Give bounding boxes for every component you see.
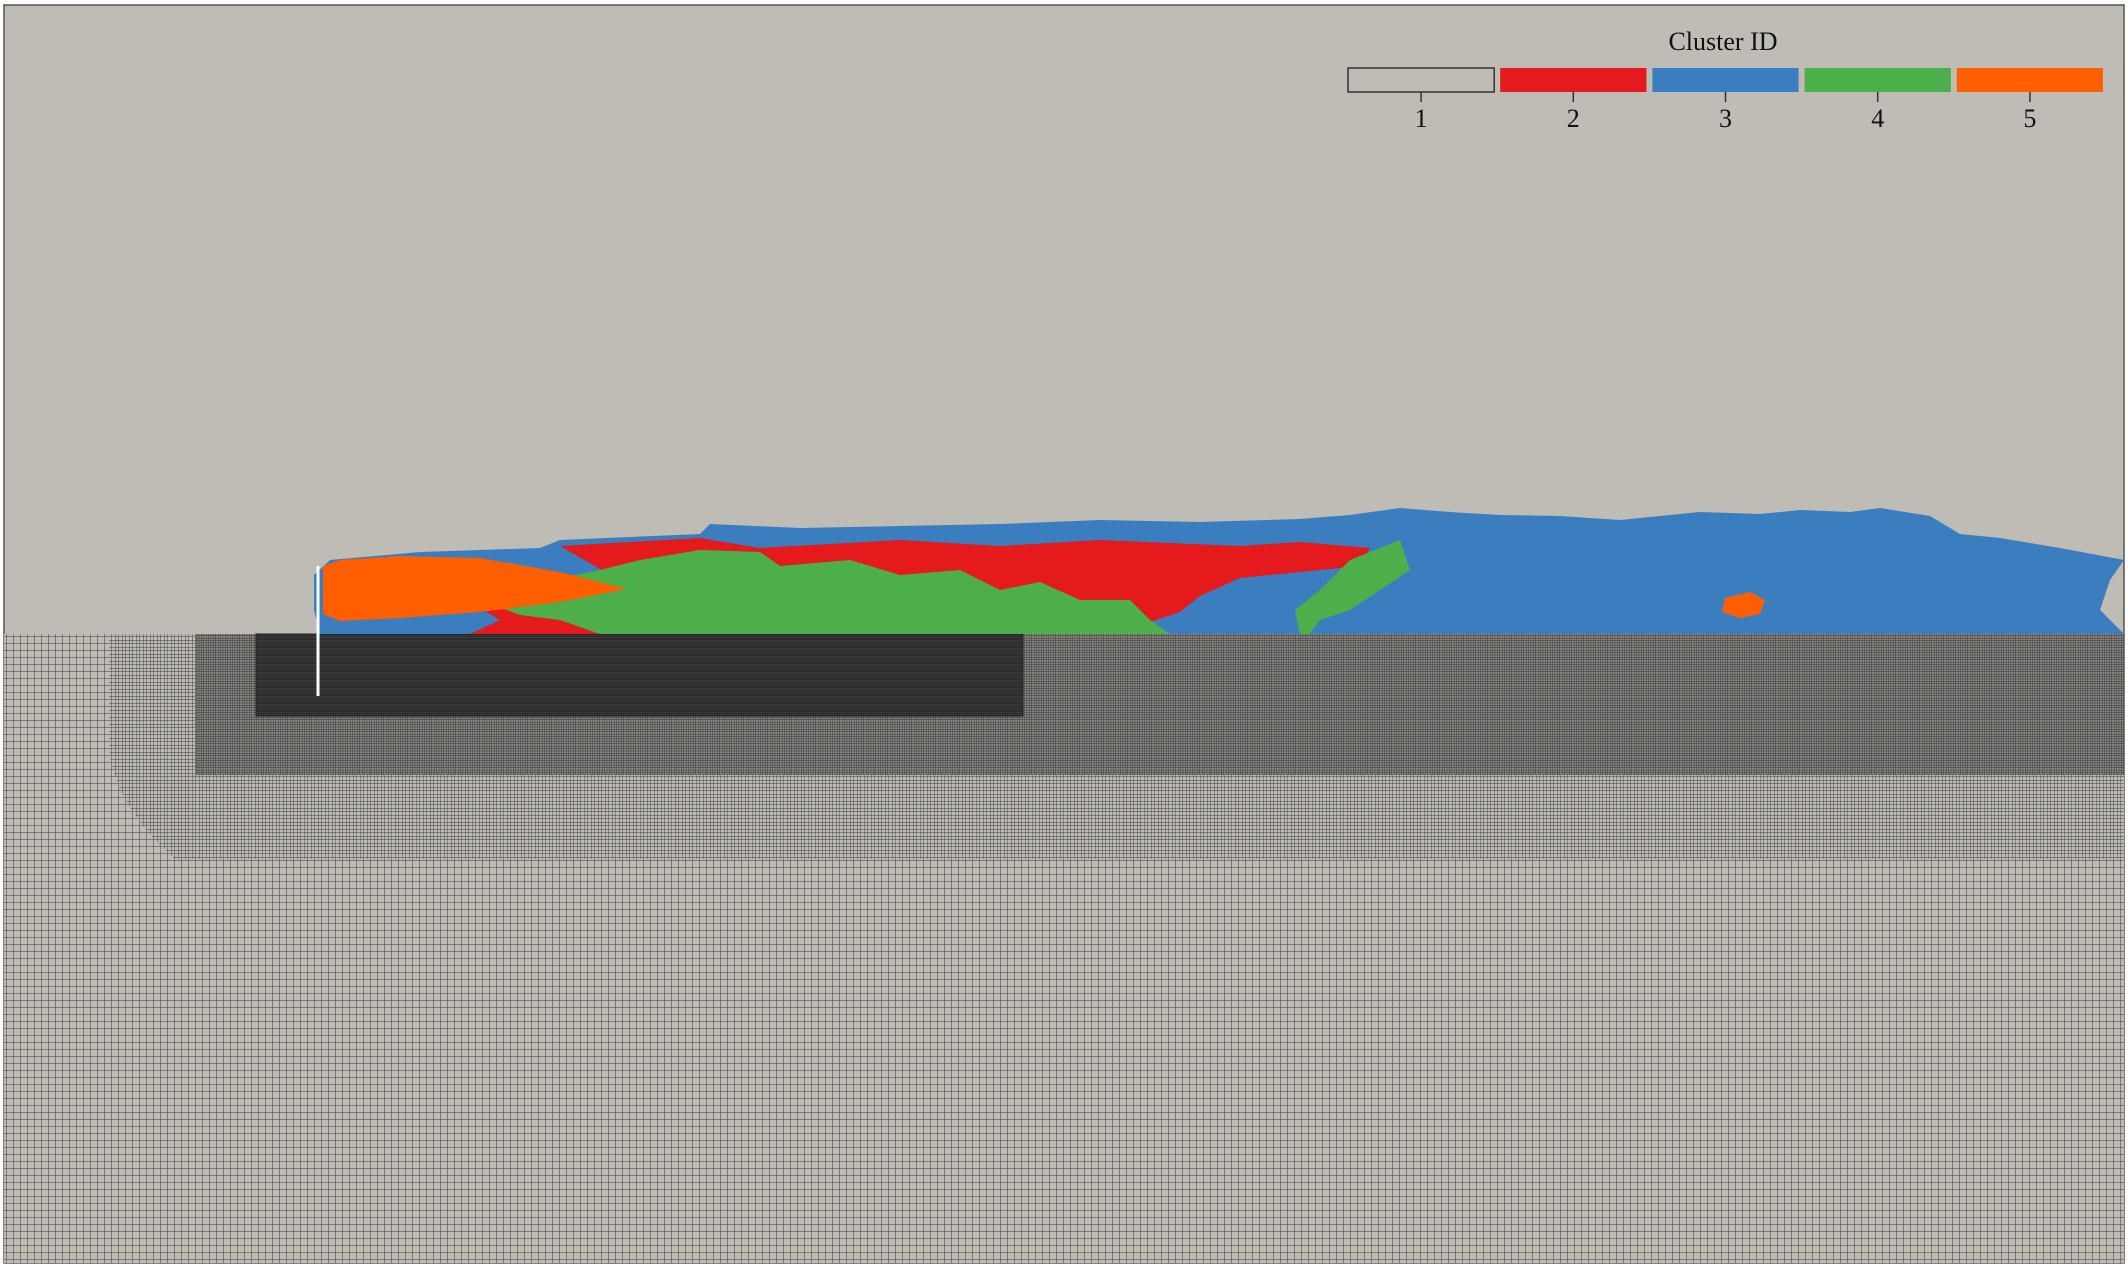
legend-swatch <box>1956 68 2103 92</box>
legend-swatch <box>1652 68 1799 92</box>
legend-label: 4 <box>1871 104 1884 133</box>
legend-swatch <box>1500 68 1647 92</box>
cluster-4-region <box>1295 540 1410 634</box>
legend-label: 3 <box>1719 104 1732 133</box>
cluster-4-region <box>480 550 1170 634</box>
legend-label: 5 <box>2023 104 2036 133</box>
legend-label: 2 <box>1567 104 1580 133</box>
cluster-5-region <box>1722 592 1765 618</box>
legend-swatch <box>1347 67 1495 93</box>
legend: Cluster ID 1 2 3 4 5 <box>1347 27 2103 133</box>
legend-title: Cluster ID <box>1668 27 1777 56</box>
finest-mesh <box>255 633 1024 717</box>
cluster-5-region <box>323 556 627 621</box>
legend-swatch <box>1804 68 1951 92</box>
legend-label: 1 <box>1415 104 1428 133</box>
